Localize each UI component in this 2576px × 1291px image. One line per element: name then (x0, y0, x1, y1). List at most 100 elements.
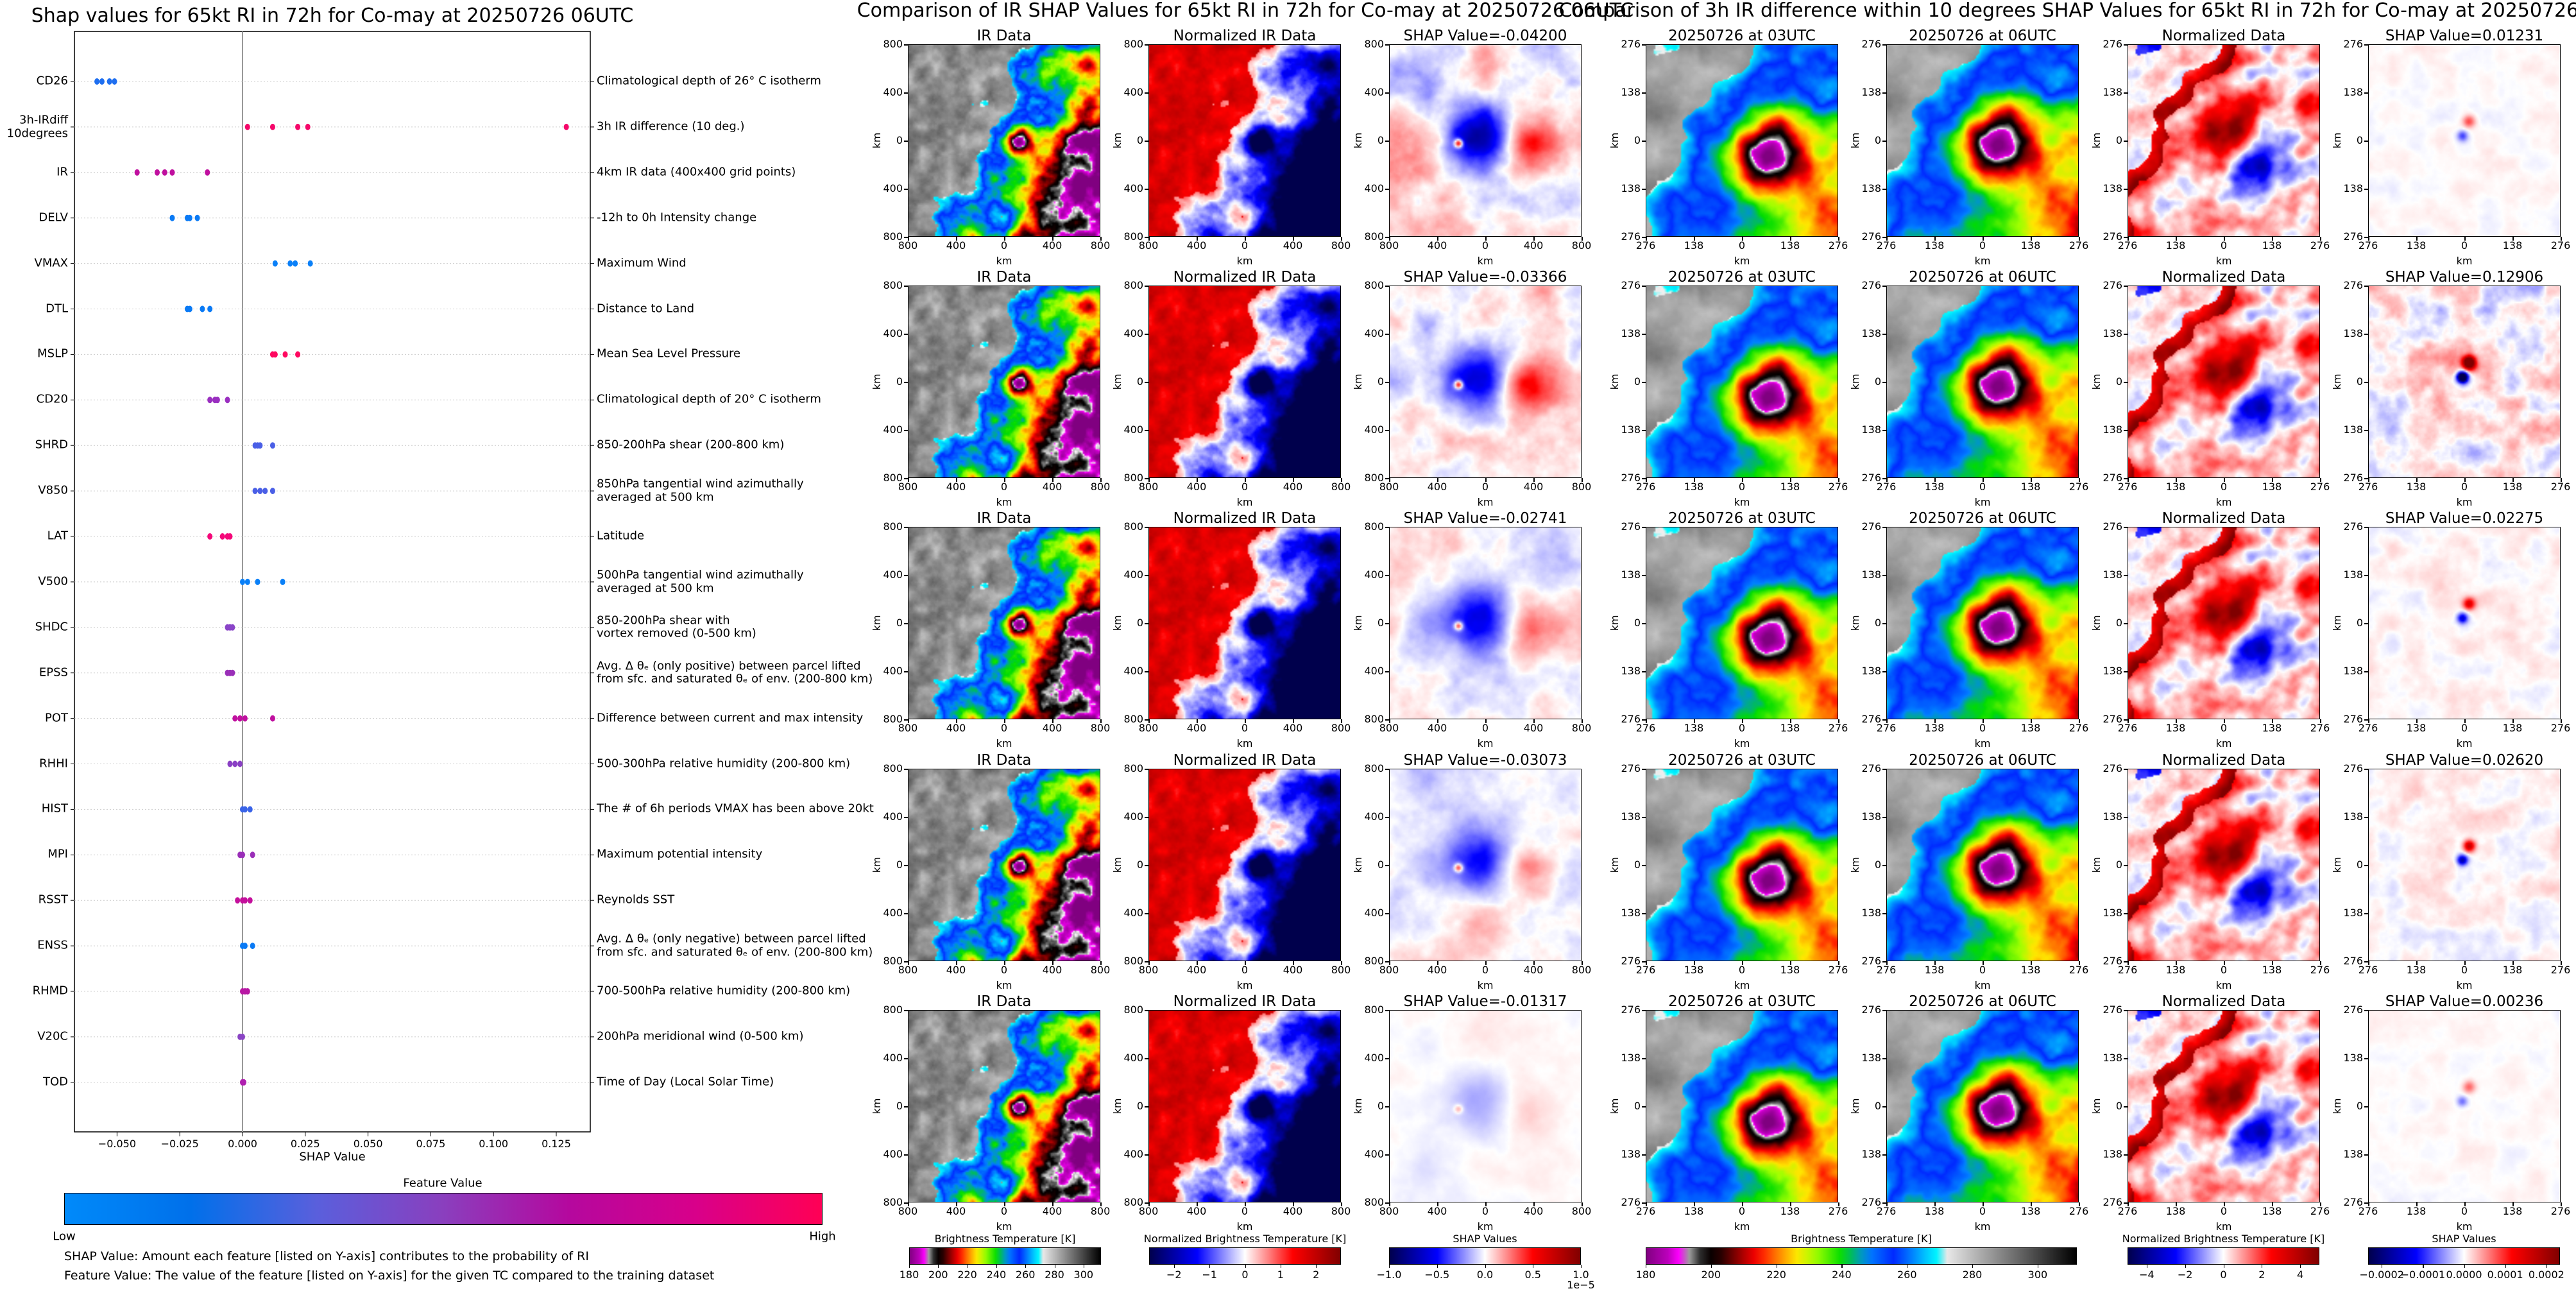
y-tick (904, 865, 908, 866)
shap-dot (242, 943, 248, 950)
x-tick (2512, 961, 2514, 965)
x-tick-label: 138 (2165, 239, 2186, 252)
x-tick (2031, 719, 2032, 723)
y-tick-label: 138 (1861, 1147, 1881, 1160)
x-tick-label: 138 (1780, 963, 1800, 976)
diff-shap-title: SHAP Value=0.02620 (2385, 751, 2544, 769)
x-tick (2561, 237, 2562, 241)
y-tick (1145, 1106, 1148, 1107)
x-tick (2128, 719, 2129, 723)
y-axis-unit-label: km (2330, 857, 2343, 873)
x-tick-label: 0.000 (228, 1137, 257, 1150)
y-tick (1642, 382, 1646, 383)
shap-dot (247, 897, 253, 904)
y-tick-label: 276 (2103, 1195, 2122, 1208)
x-tick (1934, 478, 1936, 482)
x-tick-label: 138 (2165, 480, 2186, 493)
ir-shap-title: SHAP Value=-0.01317 (1403, 993, 1567, 1010)
y-tick-label: 800 (1123, 278, 1143, 291)
y-tick (1882, 1106, 1886, 1107)
x-tick (1245, 1202, 1246, 1206)
x-tick-label: 0.125 (542, 1137, 571, 1150)
shap-dot (230, 669, 235, 676)
x-tick-label: 138 (1924, 963, 1945, 976)
y-tick-label: 138 (2343, 423, 2363, 436)
feature-description-label: 500hPa tangential wind azimuthally avera… (597, 568, 804, 595)
feature-code-label: EPSS (38, 665, 68, 680)
x-tick (956, 478, 957, 482)
ir-03utc-image (1646, 286, 1838, 478)
x-tick-label: 138 (2165, 721, 2186, 734)
x-tick-label: −0.050 (98, 1137, 136, 1150)
y-tick-label: 800 (1364, 954, 1384, 967)
y-tick-label: 400 (1123, 327, 1143, 339)
shap-dot (244, 988, 250, 995)
y-tick-label: 0 (896, 1099, 903, 1112)
y-tick-label: 138 (2103, 1147, 2122, 1160)
x-tick (1437, 478, 1438, 482)
x-tick (1437, 1202, 1438, 1206)
y-tick (2124, 575, 2128, 576)
x-tick (1886, 961, 1888, 965)
shap-dot (269, 442, 275, 449)
shap-dot (293, 260, 298, 267)
colorbar-offset-label: 1e−5 (1567, 1278, 1595, 1291)
y-tick-label: 400 (1123, 85, 1143, 98)
x-tick-label: 0 (1738, 480, 1746, 493)
x-tick (1742, 237, 1743, 241)
colorbar (909, 1247, 1101, 1265)
x-tick-label: 0 (2220, 239, 2228, 252)
shap-dot (250, 943, 255, 950)
y-tick-label: 400 (883, 664, 903, 677)
x-tick (1437, 719, 1438, 723)
x-tick (1148, 478, 1150, 482)
y-tick-label: 800 (1123, 1003, 1143, 1016)
x-tick-label: 276 (2068, 239, 2089, 252)
x-tick-label: 138 (2406, 721, 2427, 734)
ir-06utc-title: 20250726 at 06UTC (1909, 268, 2056, 286)
y-axis-unit-label: km (2330, 132, 2343, 149)
x-tick-label: 800 (1138, 963, 1159, 976)
y-axis-unit-label: km (1351, 132, 1364, 149)
x-tick (2320, 1202, 2321, 1206)
x-tick-label: 800 (1138, 721, 1159, 734)
x-tick-label: 400 (1283, 480, 1303, 493)
x-tick (2416, 719, 2418, 723)
x-axis-unit-label: km (2215, 495, 2232, 508)
ir-03utc-image-frame (1646, 44, 1838, 237)
x-tick (1341, 237, 1342, 241)
y-tick (1882, 671, 1886, 672)
feature-description-label: Distance to Land (597, 302, 695, 316)
y-tick (1145, 769, 1148, 770)
x-tick-label: 0 (2461, 721, 2468, 734)
x-tick-label: 276 (2550, 239, 2571, 252)
colorbar-tick-label: −2 (1166, 1268, 1182, 1281)
x-tick (1742, 719, 1743, 723)
y-tick (904, 719, 908, 721)
y-tick (1145, 237, 1148, 238)
x-tick-label: 138 (2020, 1204, 2041, 1217)
x-tick-label: 0 (1000, 963, 1008, 976)
x-tick (1742, 1202, 1743, 1206)
y-tick (1145, 1202, 1148, 1204)
ir-03utc-image (1646, 769, 1838, 961)
y-tick (2364, 141, 2368, 142)
feature-code-label: CD26 (36, 74, 68, 88)
x-tick-label: 138 (1924, 1204, 1945, 1217)
y-tick-label: 276 (2343, 954, 2363, 967)
y-tick (1882, 913, 1886, 914)
colorbar-tick-label: 0.0001 (2487, 1268, 2523, 1281)
x-tick (2464, 961, 2466, 965)
x-tick (2128, 237, 2129, 241)
x-tick (1293, 961, 1294, 965)
ir-shap-image-frame (1389, 1010, 1582, 1202)
colorbar-tick-label: 0.0002 (2528, 1268, 2564, 1281)
x-tick (2512, 478, 2514, 482)
normalized-ir-image-frame (1148, 286, 1341, 478)
y-tick-label: 800 (1123, 1195, 1143, 1208)
x-tick-label: 800 (1571, 721, 1592, 734)
ir-data-image (908, 44, 1100, 237)
y-tick (1145, 817, 1148, 818)
shap-dot (282, 351, 288, 358)
shap-dot (94, 78, 100, 85)
